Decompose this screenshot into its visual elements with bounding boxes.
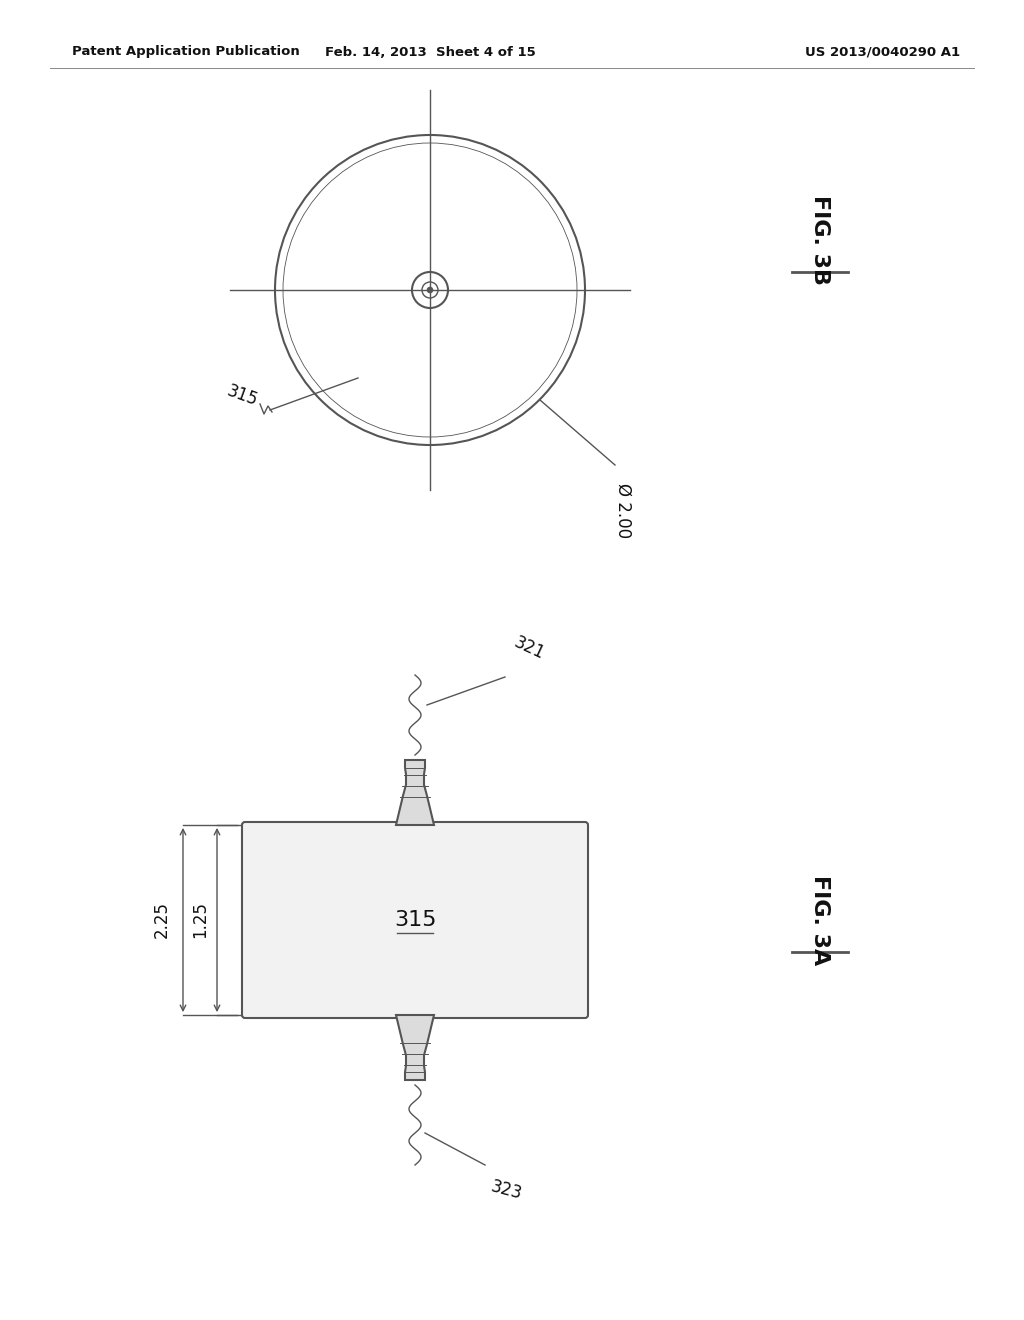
Circle shape [427,286,433,293]
Text: 2.25: 2.25 [153,902,171,939]
Polygon shape [396,1015,434,1080]
Text: 1.25: 1.25 [191,902,209,939]
Text: FIG. 3B: FIG. 3B [810,195,830,285]
Text: 321: 321 [511,634,548,663]
Text: US 2013/0040290 A1: US 2013/0040290 A1 [805,45,961,58]
FancyBboxPatch shape [242,822,588,1018]
Text: Patent Application Publication: Patent Application Publication [72,45,300,58]
Text: FIG. 3A: FIG. 3A [810,875,830,965]
Text: Ø 2.00: Ø 2.00 [614,483,632,539]
Text: Feb. 14, 2013  Sheet 4 of 15: Feb. 14, 2013 Sheet 4 of 15 [325,45,536,58]
Polygon shape [396,760,434,825]
Text: 323: 323 [489,1177,524,1203]
Text: 315: 315 [224,381,260,411]
Text: 315: 315 [394,909,436,931]
